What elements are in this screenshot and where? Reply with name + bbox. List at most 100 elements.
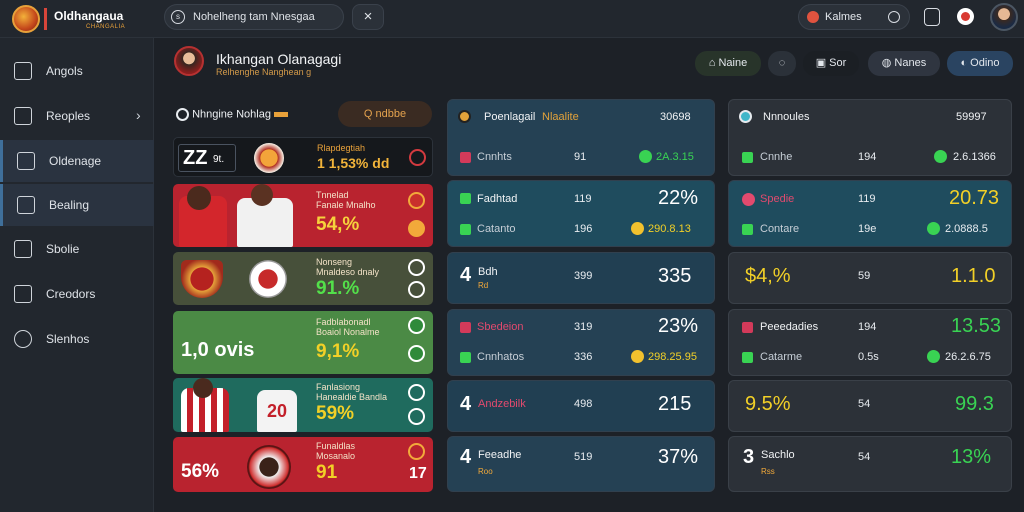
stat-value: 26.2.6.75 [945,351,991,363]
stat-mid: 336 [574,351,593,363]
stat-sublabel: Rss [761,467,775,476]
sidebar-item-label: Angols [46,64,83,78]
sidebar-item-label: Oldenage [49,154,102,168]
info-icon[interactable] [408,408,425,425]
header-button-sor[interactable]: ▣ Sor [803,51,859,76]
check-icon [927,350,940,363]
stat-label: Feeadhe [478,449,522,461]
settings-icon[interactable] [408,384,425,401]
stat-card[interactable]: Nnnoules 59997 Cnnhe 194 2.6.1366 [728,99,1012,176]
stat-label: Sbedeion [477,321,524,333]
stat-value: 290.8.13 [648,223,691,235]
team-crest-icon [249,260,287,298]
badge-icon[interactable] [408,443,425,460]
sidebar-item-creodors[interactable]: Creodors [0,273,154,315]
stat-icon [742,152,753,163]
stat-value: 1.1.0 [951,265,996,287]
stat-card[interactable]: 9.5% 54 99.3 [728,380,1012,432]
check-icon [934,150,947,163]
player-head [187,186,211,210]
card-title-value: 59997 [956,111,987,123]
card-title: Nnnoules [763,111,810,123]
badge-icon[interactable] [408,281,425,298]
player-image [237,198,293,247]
search-bar[interactable]: s Nohelheng tam Nnesgaa [164,4,344,30]
sidebar-item-reoples[interactable]: Reoples › [0,95,154,137]
sidebar-item-sbolie[interactable]: Sbolie [0,228,154,270]
card-title-value: 30698 [660,111,691,123]
stat-card[interactable]: 4 Bdh Rd 399 335 [447,252,715,304]
alert-icon[interactable] [409,149,426,166]
stat-card[interactable]: Sbedeion 319 23% Cnnhatos 336 298.25.95 [447,309,715,376]
sidebar-item-angols[interactable]: Angols [0,50,154,92]
team-search[interactable]: Kalmes [798,4,910,30]
stat-value: 2.0888.5 [945,223,988,235]
header-button-label: Nanes [894,57,927,69]
stat-value: 37% [658,446,699,468]
profile-name: Ikhangan Olanagagi [216,51,342,67]
stat-mid: 498 [574,398,593,410]
stat-card[interactable]: Spedie 119 20.73 Contare 19e 2.0888.5 [728,180,1012,247]
user-avatar[interactable] [990,3,1018,31]
check-icon[interactable] [408,345,425,362]
header-button-odino[interactable]: ◐ Odino [947,51,1013,76]
stat-mid: 194 [858,151,877,163]
header-button-naine[interactable]: ⌂ Naine [695,51,761,76]
match-row[interactable]: 56% Funaldlas Mosanalo 91 17 [173,437,433,492]
stat-card[interactable]: 4 Andzebilk 498 215 [447,380,715,432]
team-crest-icon [254,143,284,173]
stat-mid: 399 [574,270,593,282]
match-row[interactable]: ZZ 9t. Rlapdegtiah 1 1,53% dd [173,137,433,177]
sidebar-item-oldenage[interactable]: Oldenage [0,140,154,182]
profile-avatar[interactable] [174,46,204,76]
refresh-icon[interactable] [408,317,425,334]
magnifier-icon[interactable] [888,11,900,23]
stat-card[interactable]: Poenlagail Nlaalite 30698 Cnnhts 91 2A.3… [447,99,715,176]
pen-icon [14,285,32,303]
stat-mid: 0.5s [858,351,879,363]
ball-icon [176,108,189,121]
player-head [193,378,213,398]
bookmark-icon[interactable] [924,8,940,26]
sidebar-item-bealing[interactable]: Bealing [0,184,154,226]
notification-icon[interactable] [957,8,974,25]
row-label: Fanlasiong [316,382,361,392]
team-icon [458,110,471,123]
stat-value: 20.73 [949,187,1000,209]
close-button[interactable]: × [352,4,384,30]
app-subtitle: CHANGALIA [86,24,126,30]
row-value: 1 1,53% dd [317,155,390,171]
stat-value: 215 [658,393,692,415]
stat-card[interactable]: Peeedadies 194 13.53 Catarme 0.5s 26.2.6… [728,309,1012,376]
stat-card[interactable]: Fadhtad 119 22% Catanto 196 290.8.13 [447,180,715,247]
search-input[interactable]: Nohelheng tam Nnesgaa [193,11,315,23]
row-value: 91.% [316,278,360,299]
row-value: 91 [316,462,338,483]
team-crest-icon [181,260,223,298]
settings-icon[interactable] [408,259,425,276]
stat-card[interactable]: $4,% 59 1.1.0 [728,252,1012,304]
stat-value: 13% [951,446,992,468]
filter-chip[interactable]: Q ndbbe [338,101,432,127]
badge-icon[interactable] [408,220,425,237]
player-head [251,184,273,206]
header-button-nanes[interactable]: ◍ Nanes [868,51,940,76]
stat-card[interactable]: 3 Sachlo Rss 54 13% [728,436,1012,492]
row-label: Fadblabonadl [316,317,371,327]
stat-card[interactable]: 4 Feeadhe Roo 519 37% [447,436,715,492]
stat-mid: 54 [858,398,871,410]
match-row[interactable]: Nonseng Mnaldeso dnaly 91.% [173,252,433,305]
match-row[interactable]: 20 Fanlasiong Hanealdie Bandla 59% [173,378,433,432]
pin-button[interactable]: ◌ [768,51,796,76]
stat-rank: 4 [460,393,472,415]
row-label: Funaldlas [316,441,356,451]
match-row[interactable]: Tnnelad Fanale Mnalho 54,% [173,184,433,247]
stat-label: Cnnhe [760,151,793,163]
row-label: Tnnelad [316,190,349,200]
row-counter: 17 [409,465,427,482]
badge-icon[interactable] [408,192,425,209]
stat-label: 9.5% [745,393,791,415]
sidebar-item-slenhos[interactable]: Slenhos [0,318,154,360]
card-title: Poenlagail [484,111,536,123]
match-row[interactable]: 1,0 ovis Fadblabonadl Boaiol Nonalme 9,1… [173,311,433,374]
